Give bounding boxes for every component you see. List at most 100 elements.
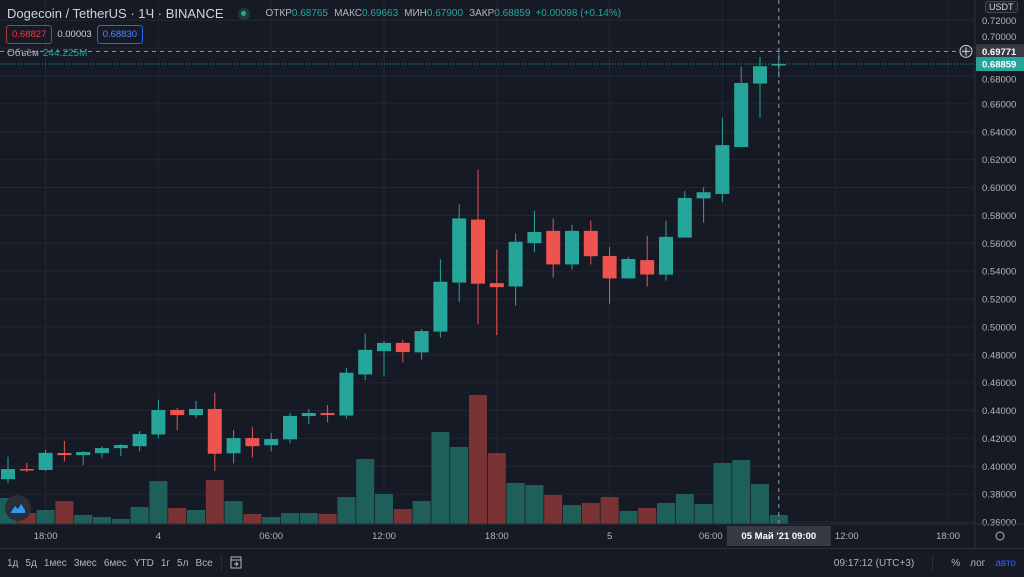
tradingview-logo-icon[interactable] bbox=[5, 495, 31, 521]
candle-body bbox=[264, 439, 279, 446]
high-label: МАКС bbox=[334, 8, 362, 19]
crosshair-price-label-bg bbox=[976, 44, 1024, 59]
candle-body bbox=[377, 342, 391, 352]
time-tick: 18:00 bbox=[485, 531, 509, 542]
close-label: ЗАКР bbox=[469, 8, 495, 19]
goto-date-icon[interactable] bbox=[230, 555, 242, 572]
volume-bar bbox=[450, 447, 469, 524]
volume-legend: Объём 244.225M bbox=[7, 48, 87, 59]
volume-bar bbox=[281, 513, 299, 524]
volume-bar bbox=[224, 501, 243, 524]
price-tick: 0.36000 bbox=[982, 518, 1016, 529]
volume-bar bbox=[93, 517, 111, 524]
open-label: ОТКР bbox=[265, 8, 292, 19]
volume-bar bbox=[487, 453, 506, 524]
candle-body bbox=[320, 413, 335, 416]
candle-body bbox=[339, 372, 354, 416]
volume-bar bbox=[769, 514, 788, 524]
candle-body bbox=[95, 448, 109, 454]
price-tick: 0.52000 bbox=[982, 295, 1016, 306]
auto-toggle[interactable]: авто bbox=[995, 557, 1016, 569]
range-8[interactable]: Все bbox=[195, 557, 213, 569]
volume-bar bbox=[337, 497, 356, 524]
candle-body bbox=[471, 219, 485, 284]
bottom-toolbar: 1д 5д 1мес 3мес 6мес YTD 1г 5л Все 09:17:12 (UTC… bbox=[0, 548, 1024, 577]
candle-body bbox=[565, 230, 579, 265]
range-0[interactable]: 1д bbox=[7, 557, 19, 569]
candle-body bbox=[132, 434, 147, 447]
candle-body bbox=[1, 469, 15, 480]
price-tick: 0.58000 bbox=[982, 211, 1016, 222]
range-5[interactable]: YTD bbox=[133, 557, 154, 569]
range-7[interactable]: 5л bbox=[177, 557, 189, 569]
candle-body bbox=[602, 255, 617, 279]
candle-body bbox=[301, 413, 316, 417]
price-tick: 0.38000 bbox=[982, 490, 1016, 501]
time-tick: 4 bbox=[156, 531, 161, 542]
volume-bar bbox=[318, 514, 337, 524]
volume-bar bbox=[187, 510, 205, 524]
price-tick: 0.54000 bbox=[982, 267, 1016, 278]
candle-body bbox=[358, 349, 373, 375]
volume-bar bbox=[168, 508, 187, 524]
percent-toggle[interactable]: % bbox=[951, 557, 961, 569]
time-tick: 06:00 bbox=[259, 531, 283, 542]
range-6[interactable]: 1г bbox=[160, 557, 171, 569]
range-1[interactable]: 5д bbox=[25, 557, 37, 569]
volume-bar bbox=[36, 510, 55, 524]
candle-body bbox=[527, 231, 542, 244]
volume-bar bbox=[713, 463, 732, 524]
volume-bar bbox=[299, 513, 318, 524]
buy-button[interactable]: 0.68830 bbox=[96, 25, 144, 44]
log-toggle[interactable]: лог bbox=[970, 557, 986, 569]
price-tick: 0.50000 bbox=[982, 322, 1016, 333]
range-3[interactable]: 3мес bbox=[73, 557, 97, 569]
candle-body bbox=[414, 331, 429, 353]
candle-body bbox=[489, 283, 504, 288]
candle-body bbox=[395, 342, 410, 353]
candle-body bbox=[189, 408, 203, 416]
clock[interactable]: 09:17:12 (UTC+3) bbox=[833, 557, 915, 569]
candle-body bbox=[621, 258, 636, 279]
volume-bar bbox=[600, 497, 619, 524]
plus-icon bbox=[962, 47, 970, 56]
volume-label: Объём bbox=[7, 48, 39, 59]
volume-bar bbox=[732, 460, 751, 524]
market-status-icon bbox=[237, 7, 250, 20]
candle-body bbox=[170, 409, 185, 416]
candle-body bbox=[546, 230, 561, 265]
range-2[interactable]: 1мес bbox=[43, 557, 67, 569]
crosshair-price-label: 0.69771 bbox=[982, 47, 1017, 58]
volume-bar bbox=[431, 432, 450, 524]
price-tick: 0.56000 bbox=[982, 239, 1016, 250]
currency-badge[interactable]: USDT bbox=[985, 1, 1018, 13]
volume-bar bbox=[506, 483, 525, 524]
time-tick: 06:00 bbox=[699, 531, 723, 542]
price-tick: 0.60000 bbox=[982, 183, 1016, 194]
sell-button[interactable]: 0.68827 bbox=[6, 25, 53, 44]
range-4[interactable]: 6мес bbox=[103, 557, 127, 569]
price-tick: 0.42000 bbox=[982, 434, 1016, 445]
volume-bar bbox=[675, 494, 694, 524]
spread-value: 0.00003 bbox=[57, 29, 92, 40]
candle-body bbox=[452, 218, 467, 283]
candle-body bbox=[696, 192, 711, 199]
time-tick: 18:00 bbox=[34, 531, 58, 542]
candle-body bbox=[19, 469, 34, 471]
price-tick: 0.72000 bbox=[982, 16, 1016, 27]
candle-body bbox=[677, 197, 692, 238]
time-tick: 12:00 bbox=[835, 531, 859, 542]
candle-body bbox=[753, 66, 767, 84]
candle-body bbox=[508, 241, 523, 287]
settings-gear-icon[interactable] bbox=[995, 531, 1005, 541]
price-chart[interactable]: 0.36000 0.38000 0.40000 0.42000 0.44000 0.460… bbox=[0, 0, 1024, 548]
symbol-legend: Dogecoin / TetherUS · 1Ч · BINANCE ОТКР 0… bbox=[7, 6, 621, 21]
last-price-label: 0.68859 bbox=[982, 60, 1016, 71]
candle-body bbox=[76, 452, 91, 456]
last-price-label-bg bbox=[976, 57, 1024, 72]
volume-bar bbox=[375, 494, 393, 524]
symbol-title[interactable]: Dogecoin / TetherUS · 1Ч · BINANCE bbox=[7, 6, 224, 21]
candle-body bbox=[433, 281, 448, 332]
volume-bar bbox=[74, 515, 93, 524]
price-tick: 0.48000 bbox=[982, 350, 1016, 361]
